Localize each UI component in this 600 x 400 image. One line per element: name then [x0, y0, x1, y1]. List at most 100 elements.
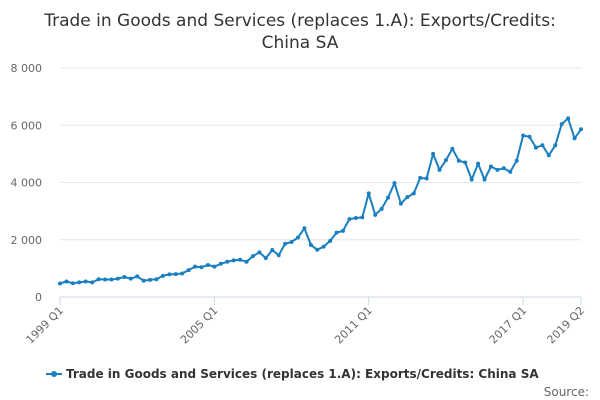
data-point[interactable] [148, 277, 153, 282]
data-point[interactable] [283, 241, 288, 246]
data-point[interactable] [341, 228, 346, 233]
data-point[interactable] [431, 151, 436, 156]
data-point[interactable] [360, 215, 365, 220]
data-point[interactable] [205, 262, 210, 267]
data-point[interactable] [392, 181, 397, 186]
data-point[interactable] [77, 280, 82, 285]
data-point[interactable] [96, 277, 101, 282]
data-point[interactable] [218, 261, 223, 266]
data-point[interactable] [579, 127, 583, 132]
data-point[interactable] [199, 265, 204, 270]
data-point[interactable] [160, 273, 165, 278]
chart-title-line: China SA [262, 33, 339, 53]
data-point[interactable] [373, 212, 378, 217]
data-point[interactable] [270, 248, 275, 253]
data-point[interactable] [482, 177, 487, 182]
x-tick-label: 2017 Q1 [487, 304, 530, 347]
data-point[interactable] [566, 116, 571, 121]
data-point[interactable] [244, 259, 249, 264]
data-point[interactable] [103, 277, 108, 282]
data-point[interactable] [302, 226, 307, 231]
data-point[interactable] [334, 230, 339, 235]
data-point[interactable] [353, 215, 358, 220]
data-point[interactable] [559, 122, 564, 127]
data-point[interactable] [315, 247, 320, 252]
data-point[interactable] [64, 279, 69, 284]
x-tick-label: 2005 Q1 [178, 304, 221, 347]
data-point[interactable] [328, 238, 333, 243]
y-axis: 0 2 000 4 000 6 000 8 000 [11, 62, 43, 304]
legend-label[interactable]: Trade in Goods and Services (replaces 1.… [66, 367, 539, 381]
y-tick-label: 8 000 [11, 62, 43, 75]
data-point[interactable] [109, 277, 114, 282]
y-tick-label: 6 000 [11, 119, 43, 132]
legend[interactable]: Trade in Goods and Services (replaces 1.… [46, 367, 539, 381]
data-point[interactable] [450, 146, 455, 151]
y-tick-label: 2 000 [11, 234, 43, 247]
data-point[interactable] [418, 175, 423, 180]
legend-marker [51, 371, 57, 377]
data-point[interactable] [83, 279, 88, 284]
data-point[interactable] [180, 271, 185, 276]
data-point[interactable] [527, 134, 532, 139]
data-point[interactable] [540, 143, 545, 148]
data-point[interactable] [514, 158, 519, 163]
data-point[interactable] [154, 277, 159, 282]
data-point[interactable] [424, 176, 429, 181]
data-point[interactable] [437, 167, 442, 172]
data-point[interactable] [128, 276, 133, 281]
data-point[interactable] [443, 158, 448, 163]
data-point[interactable] [546, 153, 551, 158]
data-point[interactable] [238, 257, 243, 262]
data-point[interactable] [263, 256, 268, 261]
data-point[interactable] [398, 201, 403, 206]
data-point[interactable] [186, 268, 191, 273]
y-tick-label: 0 [35, 291, 42, 304]
data-point[interactable] [141, 278, 146, 283]
data-point[interactable] [231, 258, 236, 263]
grid-lines [60, 67, 581, 298]
source-label: Source: [544, 385, 589, 399]
data-point[interactable] [347, 217, 352, 222]
data-point[interactable] [295, 235, 300, 240]
data-point[interactable] [456, 158, 461, 163]
data-point[interactable] [122, 274, 127, 279]
data-point[interactable] [289, 240, 294, 245]
data-point[interactable] [508, 169, 513, 174]
data-point[interactable] [58, 281, 62, 286]
data-point[interactable] [115, 276, 120, 281]
data-point[interactable] [173, 272, 178, 277]
data-point[interactable] [308, 242, 313, 247]
data-point[interactable] [463, 160, 468, 165]
data-point[interactable] [572, 136, 577, 141]
data-point[interactable] [257, 250, 262, 255]
data-point[interactable] [553, 143, 558, 148]
data-point[interactable] [469, 177, 474, 182]
data-point[interactable] [501, 166, 506, 171]
data-point[interactable] [386, 195, 391, 200]
data-point[interactable] [90, 280, 95, 285]
data-point[interactable] [250, 254, 255, 259]
data-point[interactable] [521, 133, 526, 138]
data-point[interactable] [225, 259, 230, 264]
data-point[interactable] [321, 244, 326, 249]
data-point[interactable] [167, 272, 172, 277]
data-point[interactable] [70, 281, 75, 286]
data-point[interactable] [533, 145, 538, 150]
data-point[interactable] [495, 167, 500, 172]
data-point[interactable] [276, 253, 281, 258]
data-point[interactable] [379, 206, 384, 211]
data-point[interactable] [366, 191, 371, 196]
data-point[interactable] [135, 274, 140, 279]
data-point[interactable] [193, 264, 198, 269]
x-tick-label: 2011 Q1 [332, 304, 375, 347]
data-point[interactable] [488, 164, 493, 169]
data-point[interactable] [405, 195, 410, 200]
data-point[interactable] [476, 161, 481, 166]
x-tick-label: 2019 Q2 [545, 304, 588, 347]
series-line-group [58, 116, 583, 286]
y-tick-label: 4 000 [11, 177, 43, 190]
data-point[interactable] [212, 264, 217, 269]
data-point[interactable] [411, 191, 416, 196]
